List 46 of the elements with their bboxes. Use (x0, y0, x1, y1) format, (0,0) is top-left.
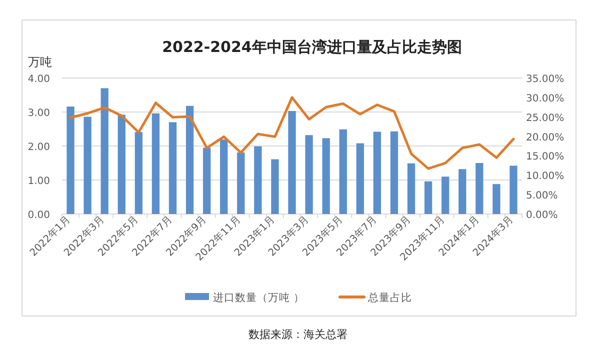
source-note: 数据来源：海关总署 (248, 328, 348, 341)
bar (66, 106, 74, 214)
bar (373, 132, 382, 214)
bar (254, 146, 262, 214)
bar (476, 163, 484, 214)
y-tick-label: 2.00 (28, 142, 50, 153)
bar (84, 116, 92, 214)
legend-label: 总量占比 (367, 291, 412, 304)
bar (442, 176, 450, 214)
bar (322, 138, 330, 214)
y-tick-label: 1.00 (28, 176, 50, 187)
bar (100, 88, 108, 214)
bar (390, 131, 398, 214)
bar (510, 166, 518, 214)
y2-tick-label: 30.00% (526, 93, 564, 104)
bar (220, 140, 228, 214)
bar (271, 159, 279, 214)
bar (305, 135, 313, 214)
bar (186, 106, 194, 214)
y2-tick-label: 5.00% (526, 190, 558, 202)
bar (202, 148, 211, 214)
y2-tick-label: 0.00% (526, 210, 558, 221)
y2-tick-label: 35.00% (526, 74, 564, 85)
y2-tick-label: 20.00% (526, 132, 564, 144)
y-tick-label: 0.00 (28, 210, 50, 221)
bar (152, 113, 160, 214)
bar (118, 114, 126, 214)
bar (168, 122, 177, 214)
bar (424, 181, 432, 214)
bar (134, 132, 142, 214)
bar (237, 152, 245, 214)
bar (492, 184, 500, 214)
bar (356, 143, 364, 214)
y-tick-label: 4.00 (28, 74, 50, 85)
bar (339, 129, 347, 214)
bar (288, 110, 296, 214)
chart-title: 2022-2024年中国台湾进口量及占比走势图 (162, 38, 462, 56)
y2-tick-label: 15.00% (526, 152, 564, 163)
line-series (69, 96, 515, 170)
bar (458, 169, 466, 214)
y-axis-title: 万吨 (28, 55, 52, 69)
y2-tick-label: 10.00% (526, 171, 564, 182)
y2-tick-label: 25.00% (526, 112, 564, 124)
legend-label: 进口数量（万吨 ） (213, 291, 304, 304)
bar (407, 163, 416, 214)
y-tick-label: 3.00 (28, 108, 50, 119)
